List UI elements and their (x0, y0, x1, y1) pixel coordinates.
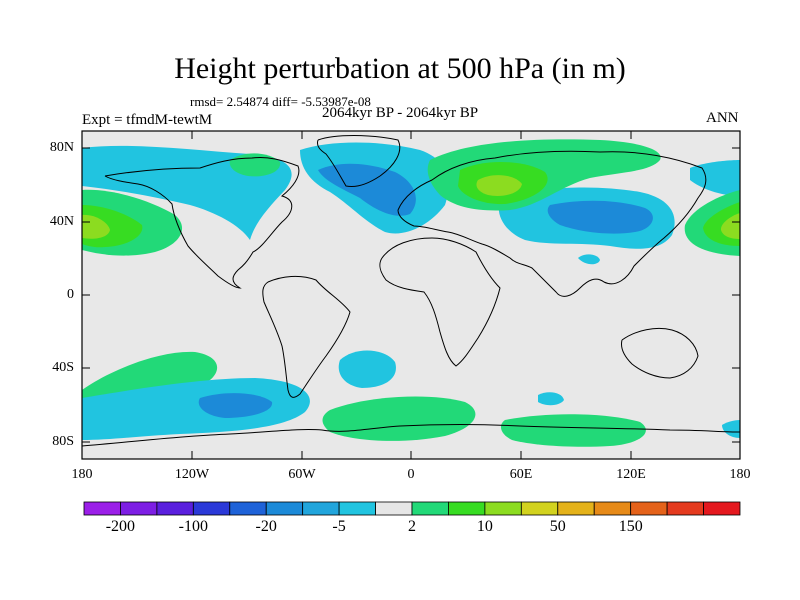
colorbar-swatch (120, 501, 158, 516)
colorbar-swatch (302, 501, 340, 516)
colorbar-label: -200 (105, 518, 136, 535)
coast-north-america (104, 157, 300, 289)
colorbar-swatch (484, 501, 522, 516)
colorbar-swatch (156, 501, 194, 516)
colorbar-label: 150 (618, 518, 643, 535)
period-subtitle: 2064kyr BP - 2064kyr BP (322, 105, 479, 121)
coast-antarctica (82, 424, 740, 447)
season-label: ANN (706, 110, 739, 126)
field-green-canada (229, 153, 281, 177)
coast-greenland (317, 135, 401, 187)
colorbar-swatch (448, 501, 486, 516)
colorbar-swatch (229, 501, 267, 516)
coastlines (82, 135, 740, 447)
field-cyan-south-pacific (82, 378, 310, 440)
field-cyan-south-atlantic (338, 350, 396, 388)
field-cyan-south-east (722, 420, 740, 438)
colorbar-label: 50 (549, 518, 566, 535)
colorbar-label: -100 (178, 518, 208, 535)
lat-label-0: 0 (67, 287, 74, 302)
field-blue-south-pacific (198, 393, 273, 418)
colorbar-label: -5 (332, 518, 346, 535)
lat-label-80n: 80N (49, 140, 74, 155)
coast-eurasia (397, 150, 707, 297)
colorbar-swatch (192, 501, 231, 516)
colorbar-label: 2 (408, 518, 416, 535)
lon-label-180e: 180 (729, 467, 751, 482)
experiment-label: Expt = tfmdM-tewtM (82, 112, 213, 128)
field-green-south-pacific (82, 351, 218, 405)
colorbar-swatch (338, 501, 376, 516)
lon-label-60e: 60E (509, 467, 533, 482)
lon-label-120e: 120E (616, 467, 646, 482)
colorbar-swatch (703, 501, 741, 516)
field-cyan-south-indian (538, 392, 564, 406)
stats-line: rmsd= 2.54874 diff= -5.53987e-08 (190, 94, 371, 109)
lon-label-60w: 60W (288, 467, 316, 482)
coast-south-america (262, 275, 351, 398)
coast-africa (379, 237, 501, 367)
colorbar-swatch (557, 501, 595, 516)
colorbar-label: -20 (255, 518, 277, 535)
field-yellow-pacific-east (720, 213, 740, 239)
coast-australia (621, 327, 699, 379)
lon-label-0: 0 (407, 467, 415, 482)
colorbar (83, 501, 741, 516)
chart-title: Height perturbation at 500 hPa (in m) (174, 52, 626, 85)
colorbar-swatch (411, 501, 449, 516)
colorbar-swatch (520, 501, 559, 516)
colorbar-swatch (265, 501, 304, 516)
field-blue-asia (547, 200, 653, 234)
colorbar-swatch (83, 501, 121, 516)
colorbar-swatch (593, 501, 632, 516)
lat-label-80s: 80S (52, 434, 74, 449)
lat-label-40n: 40N (49, 214, 74, 229)
lon-label-120w: 120W (174, 467, 210, 482)
lon-ticks (191, 131, 632, 459)
lat-label-40s: 40S (52, 360, 74, 375)
field-cyan-small-east-asia (578, 254, 600, 265)
colorbar-swatch (375, 501, 413, 516)
field-green-south-indian (500, 414, 646, 447)
field-yellow-pacific-west (82, 214, 110, 239)
colorbar-label: 10 (476, 518, 493, 535)
colorbar-swatch (630, 501, 668, 516)
field-yellow-eurasia (476, 175, 522, 196)
lat-ticks (82, 147, 740, 443)
field-blue-north-atlantic (318, 163, 416, 216)
colorbar-swatch (666, 501, 704, 516)
lon-label-180w: 180 (71, 467, 93, 482)
